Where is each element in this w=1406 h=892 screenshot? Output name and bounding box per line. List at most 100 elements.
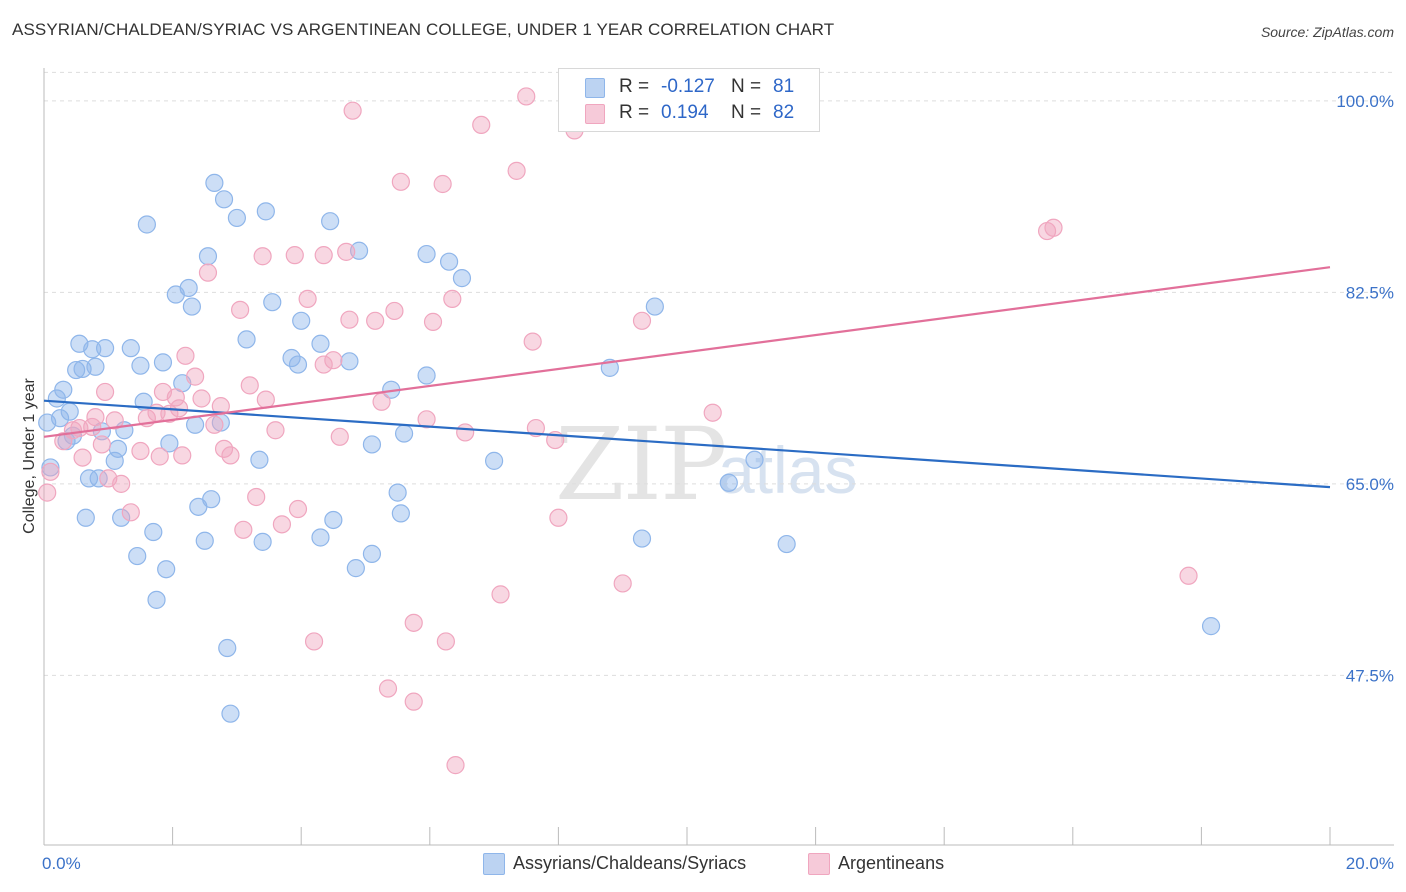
point-assyrians bbox=[218, 638, 237, 658]
point-assyrians bbox=[292, 311, 311, 330]
r-value: -0.127 bbox=[661, 76, 715, 97]
point-argentineans bbox=[173, 446, 192, 465]
watermark-atlas: atlas bbox=[718, 433, 858, 507]
point-assyrians bbox=[137, 215, 156, 234]
point-argentineans bbox=[121, 503, 140, 522]
point-assyrians bbox=[86, 357, 105, 376]
chart-title: ASSYRIAN/CHALDEAN/SYRIAC VS ARGENTINEAN … bbox=[12, 20, 835, 39]
point-argentineans bbox=[330, 427, 349, 446]
point-argentineans bbox=[417, 410, 436, 429]
point-argentineans bbox=[38, 483, 57, 502]
data-points bbox=[38, 87, 1221, 775]
point-assyrians bbox=[256, 202, 275, 221]
point-assyrians bbox=[128, 546, 147, 566]
source-label: Source: ZipAtlas.com bbox=[1260, 24, 1394, 40]
point-argentineans bbox=[549, 508, 568, 527]
point-argentineans bbox=[41, 462, 60, 481]
point-assyrians bbox=[144, 522, 163, 542]
point-assyrians bbox=[50, 409, 70, 428]
point-assyrians bbox=[777, 534, 796, 554]
point-assyrians bbox=[60, 402, 79, 421]
n-label: N = bbox=[731, 102, 762, 123]
point-assyrians bbox=[321, 212, 340, 231]
point-argentineans bbox=[366, 311, 385, 330]
point-argentineans bbox=[324, 351, 343, 370]
point-argentineans bbox=[491, 585, 510, 604]
legend-swatch-argentineans bbox=[585, 104, 605, 124]
point-argentineans bbox=[632, 311, 652, 330]
point-argentineans bbox=[404, 613, 423, 632]
point-assyrians bbox=[311, 334, 330, 353]
point-argentineans bbox=[95, 382, 115, 402]
point-assyrians bbox=[108, 439, 128, 458]
point-assyrians bbox=[147, 590, 166, 609]
point-assyrians bbox=[1201, 617, 1221, 636]
point-assyrians bbox=[67, 360, 86, 380]
point-assyrians bbox=[54, 380, 73, 399]
point-argentineans bbox=[247, 487, 266, 507]
point-assyrians bbox=[452, 269, 472, 288]
point-assyrians bbox=[311, 528, 330, 547]
point-argentineans bbox=[343, 101, 362, 120]
legend-label-assyrians: Assyrians/Chaldeans/Syriacs bbox=[513, 853, 747, 873]
point-argentineans bbox=[1044, 218, 1063, 237]
point-assyrians bbox=[227, 208, 246, 228]
point-argentineans bbox=[443, 289, 462, 309]
point-assyrians bbox=[112, 508, 131, 527]
point-argentineans bbox=[105, 411, 124, 430]
point-assyrians bbox=[79, 469, 99, 488]
point-assyrians bbox=[186, 415, 205, 434]
point-assyrians bbox=[362, 544, 382, 563]
point-argentineans bbox=[253, 247, 272, 266]
point-argentineans bbox=[298, 289, 317, 309]
point-assyrians bbox=[632, 529, 652, 548]
point-assyrians bbox=[89, 469, 108, 488]
point-argentineans bbox=[86, 408, 105, 427]
trend-lines bbox=[43, 266, 1331, 489]
point-argentineans bbox=[446, 756, 465, 775]
point-argentineans bbox=[92, 435, 111, 454]
point-assyrians bbox=[205, 173, 224, 193]
point-assyrians bbox=[214, 190, 234, 209]
point-argentineans bbox=[266, 421, 285, 440]
y-tick-label: 65.0% bbox=[1346, 475, 1394, 494]
point-assyrians bbox=[105, 451, 124, 470]
point-assyrians bbox=[324, 510, 343, 530]
legend-label-argentineans: Argentineans bbox=[838, 853, 945, 873]
point-assyrians bbox=[394, 424, 414, 443]
gridlines bbox=[44, 71, 1394, 676]
point-argentineans bbox=[205, 415, 224, 434]
point-argentineans bbox=[186, 367, 205, 386]
point-assyrians bbox=[346, 559, 365, 578]
point-assyrians bbox=[263, 293, 282, 312]
point-argentineans bbox=[523, 332, 542, 351]
point-assyrians bbox=[179, 278, 198, 298]
x-tick-label: 0.0% bbox=[42, 854, 81, 873]
point-assyrians bbox=[157, 560, 176, 579]
point-assyrians bbox=[83, 340, 102, 359]
point-argentineans bbox=[378, 679, 398, 698]
point-assyrians bbox=[485, 451, 504, 470]
point-assyrians bbox=[41, 458, 60, 477]
point-assyrians bbox=[182, 297, 201, 316]
legend-swatch-assyrians bbox=[585, 78, 605, 98]
y-tick-label: 47.5% bbox=[1346, 666, 1394, 685]
point-assyrians bbox=[391, 504, 410, 523]
point-argentineans bbox=[314, 246, 333, 265]
point-argentineans bbox=[526, 418, 545, 438]
r-value: 0.194 bbox=[661, 102, 709, 123]
point-argentineans bbox=[231, 300, 250, 319]
point-assyrians bbox=[282, 348, 301, 368]
n-value: 82 bbox=[773, 102, 795, 123]
point-argentineans bbox=[436, 632, 455, 651]
point-assyrians bbox=[340, 352, 359, 371]
legend-row-argentineans: R = 0.194 N = 82 bbox=[559, 102, 819, 126]
point-argentineans bbox=[372, 392, 391, 411]
y-tick-label: 82.5% bbox=[1346, 283, 1394, 302]
point-argentineans bbox=[192, 389, 211, 408]
point-argentineans bbox=[288, 499, 308, 519]
point-argentineans bbox=[423, 312, 443, 331]
point-argentineans bbox=[404, 692, 423, 711]
point-assyrians bbox=[202, 490, 221, 509]
